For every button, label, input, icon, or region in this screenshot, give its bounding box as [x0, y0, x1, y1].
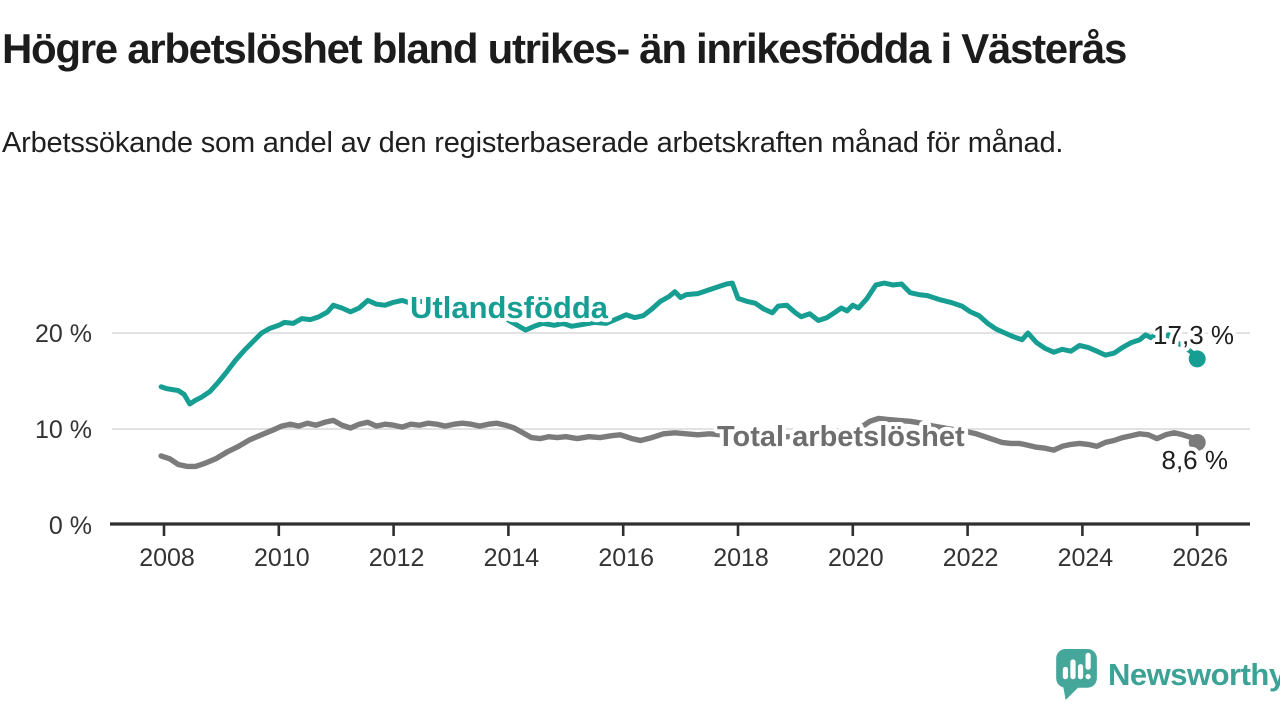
- series-line-utlandsfodda: [158, 280, 1200, 407]
- newsworthy-logo-icon: [1056, 648, 1097, 701]
- newsworthy-logo: Newsworthy: [1055, 648, 1280, 701]
- y-tick-label: 0 %: [49, 512, 92, 540]
- series-end-dot-total: [1188, 433, 1206, 451]
- x-tick-label: 2018: [713, 544, 769, 572]
- chart-title: Högre arbetslöshet bland utrikes- än inr…: [2, 25, 1127, 72]
- line-chart: 2008 2010 2012 2014 2016 2018 2020 2022 2024 2026…: [35, 280, 1250, 572]
- x-tick-label: 2022: [943, 544, 999, 572]
- series-line-total: [158, 415, 1200, 470]
- y-tick-label: 10 %: [35, 416, 92, 444]
- x-tick-label: 2014: [484, 544, 540, 572]
- chart-subtitle: Arbetssökande som andel av den registerb…: [2, 127, 1064, 159]
- newsworthy-logo-text: Newsworthy: [1108, 657, 1280, 692]
- x-tick-label: 2026: [1172, 544, 1228, 572]
- x-tick-label: 2020: [828, 544, 884, 572]
- value-label-total: 8,6 %: [1162, 445, 1229, 475]
- x-tick-label: 2024: [1058, 544, 1114, 572]
- series-end-dot-utlandsfodda: [1188, 350, 1206, 368]
- y-tick-label: 20 %: [35, 320, 92, 348]
- series-label-utlandsfodda: Utlandsfödda: [410, 290, 609, 325]
- x-tick-label: 2010: [254, 544, 310, 572]
- value-label-utlandsfodda: 17,3 %: [1153, 320, 1234, 350]
- x-tick-label: 2016: [598, 544, 654, 572]
- x-tick-label: 2012: [369, 544, 425, 572]
- series-label-total: Total arbetslöshet: [717, 421, 965, 453]
- x-tick-label: 2008: [139, 544, 195, 572]
